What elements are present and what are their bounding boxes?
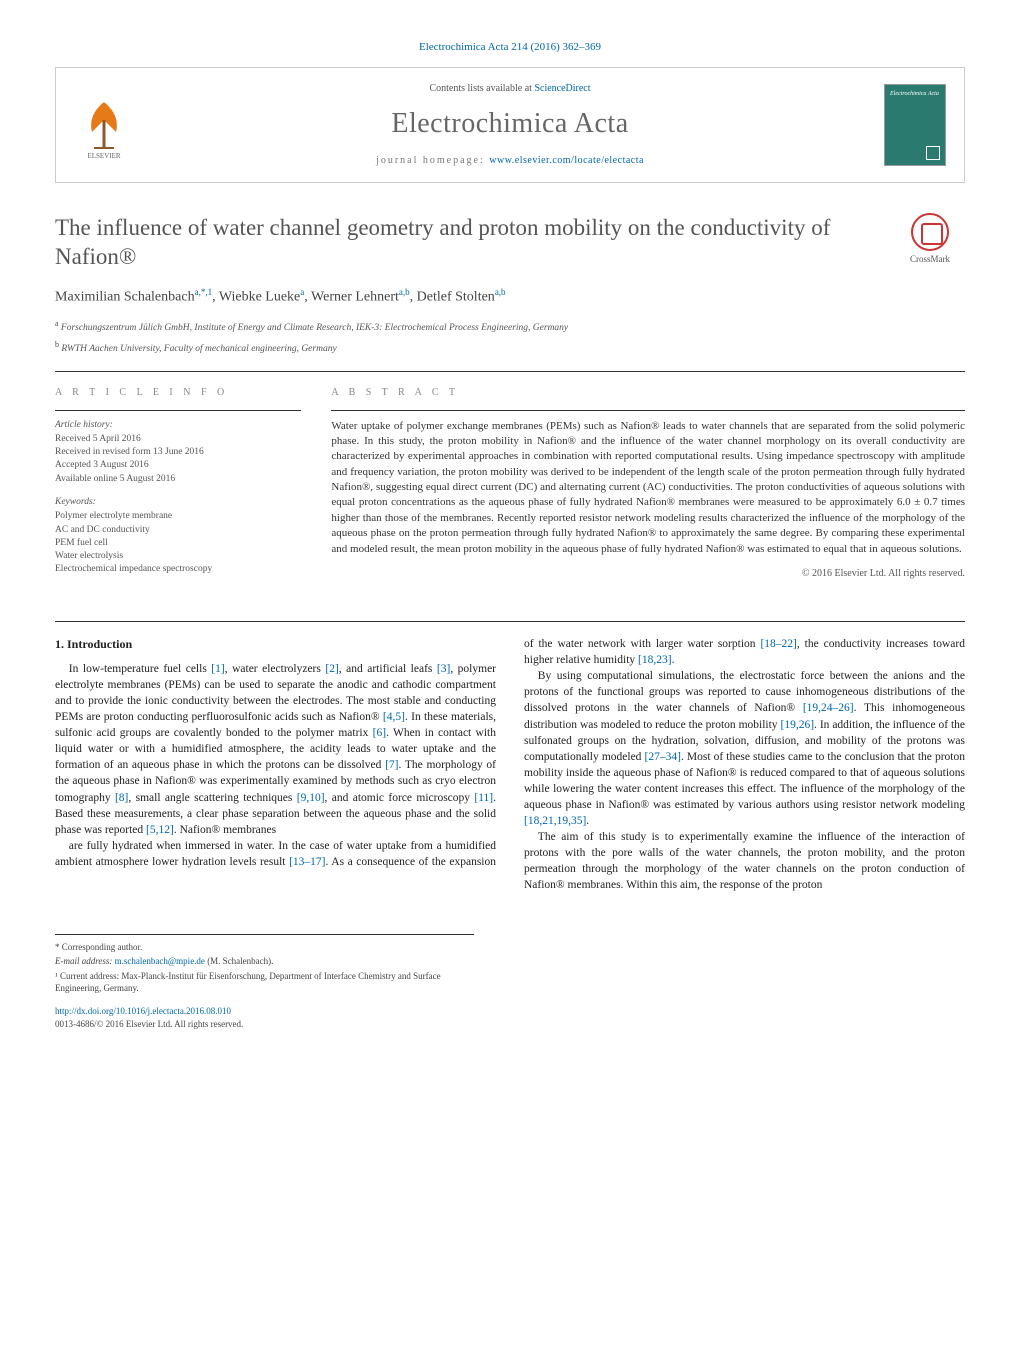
abstract-text: Water uptake of polymer exchange membran… (331, 410, 965, 558)
journal-cover-thumbnail: Electrochimica Acta (884, 84, 946, 166)
homepage-prefix: journal homepage: (376, 155, 489, 166)
abstract-label: A B S T R A C T (331, 386, 965, 400)
history-line: Received 5 April 2016 (55, 433, 301, 446)
svg-text:ELSEVIER: ELSEVIER (87, 152, 120, 160)
body-columns: 1. Introduction In low-temperature fuel … (55, 636, 965, 894)
crossmark-widget[interactable]: CrossMark (895, 213, 965, 266)
crossmark-label: CrossMark (895, 253, 965, 266)
author-list: Maximilian Schalenbacha,*,1, Wiebke Luek… (55, 286, 965, 307)
footnotes-block: * Corresponding author. E-mail address: … (55, 934, 474, 1031)
article-info-block: Article history: Received 5 April 2016Re… (55, 410, 301, 577)
contents-lists-line: Contents lists available at ScienceDirec… (154, 82, 866, 96)
abstract-copyright: © 2016 Elsevier Ltd. All rights reserved… (331, 567, 965, 581)
keyword: AC and DC conductivity (55, 524, 301, 537)
doi-link[interactable]: http://dx.doi.org/10.1016/j.electacta.20… (55, 1006, 231, 1016)
email-owner: (M. Schalenbach). (205, 956, 273, 966)
body-paragraph: By using computational simulations, the … (524, 668, 965, 829)
ise-badge-icon (926, 146, 940, 160)
keywords-heading: Keywords: (55, 496, 301, 509)
divider (55, 621, 965, 622)
publisher-logo-cell: ELSEVIER (74, 90, 154, 160)
current-address-note: ¹ Current address: Max-Planck-Institut f… (55, 970, 474, 995)
history-line: Available online 5 August 2016 (55, 473, 301, 486)
affiliation: b RWTH Aachen University, Faculty of mec… (55, 339, 965, 356)
body-paragraph: In low-temperature fuel cells [1], water… (55, 661, 496, 838)
article-title: The influence of water channel geometry … (55, 213, 875, 273)
journal-title: Electrochimica Acta (154, 104, 866, 143)
crossmark-icon (911, 213, 949, 251)
history-heading: Article history: (55, 419, 301, 432)
cover-title: Electrochimica Acta (890, 90, 940, 98)
homepage-link[interactable]: www.elsevier.com/locate/electacta (489, 155, 644, 166)
section-heading-introduction: 1. Introduction (55, 636, 496, 653)
contents-prefix: Contents lists available at (429, 83, 534, 94)
journal-banner: ELSEVIER Contents lists available at Sci… (55, 67, 965, 182)
body-paragraph: The aim of this study is to experimental… (524, 829, 965, 893)
email-label: E-mail address: (55, 956, 115, 966)
corresponding-author-note: * Corresponding author. (55, 941, 474, 954)
keyword: Water electrolysis (55, 550, 301, 563)
article-info-label: A R T I C L E I N F O (55, 386, 301, 400)
journal-reference: Electrochimica Acta 214 (2016) 362–369 (55, 40, 965, 55)
email-line: E-mail address: m.schalenbach@mpie.de (M… (55, 955, 474, 968)
author-email-link[interactable]: m.schalenbach@mpie.de (115, 956, 205, 966)
history-line: Accepted 3 August 2016 (55, 459, 301, 472)
homepage-line: journal homepage: www.elsevier.com/locat… (154, 154, 866, 168)
keyword: Electrochemical impedance spectroscopy (55, 563, 301, 576)
affiliation: a Forschungszentrum Jülich GmbH, Institu… (55, 318, 965, 335)
elsevier-tree-logo: ELSEVIER (74, 90, 134, 160)
issn-copyright-line: 0013-4686/© 2016 Elsevier Ltd. All right… (55, 1019, 243, 1029)
divider (55, 371, 965, 372)
keyword: Polymer electrolyte membrane (55, 510, 301, 523)
history-line: Received in revised form 13 June 2016 (55, 446, 301, 459)
sciencedirect-link[interactable]: ScienceDirect (534, 83, 590, 94)
keyword: PEM fuel cell (55, 537, 301, 550)
